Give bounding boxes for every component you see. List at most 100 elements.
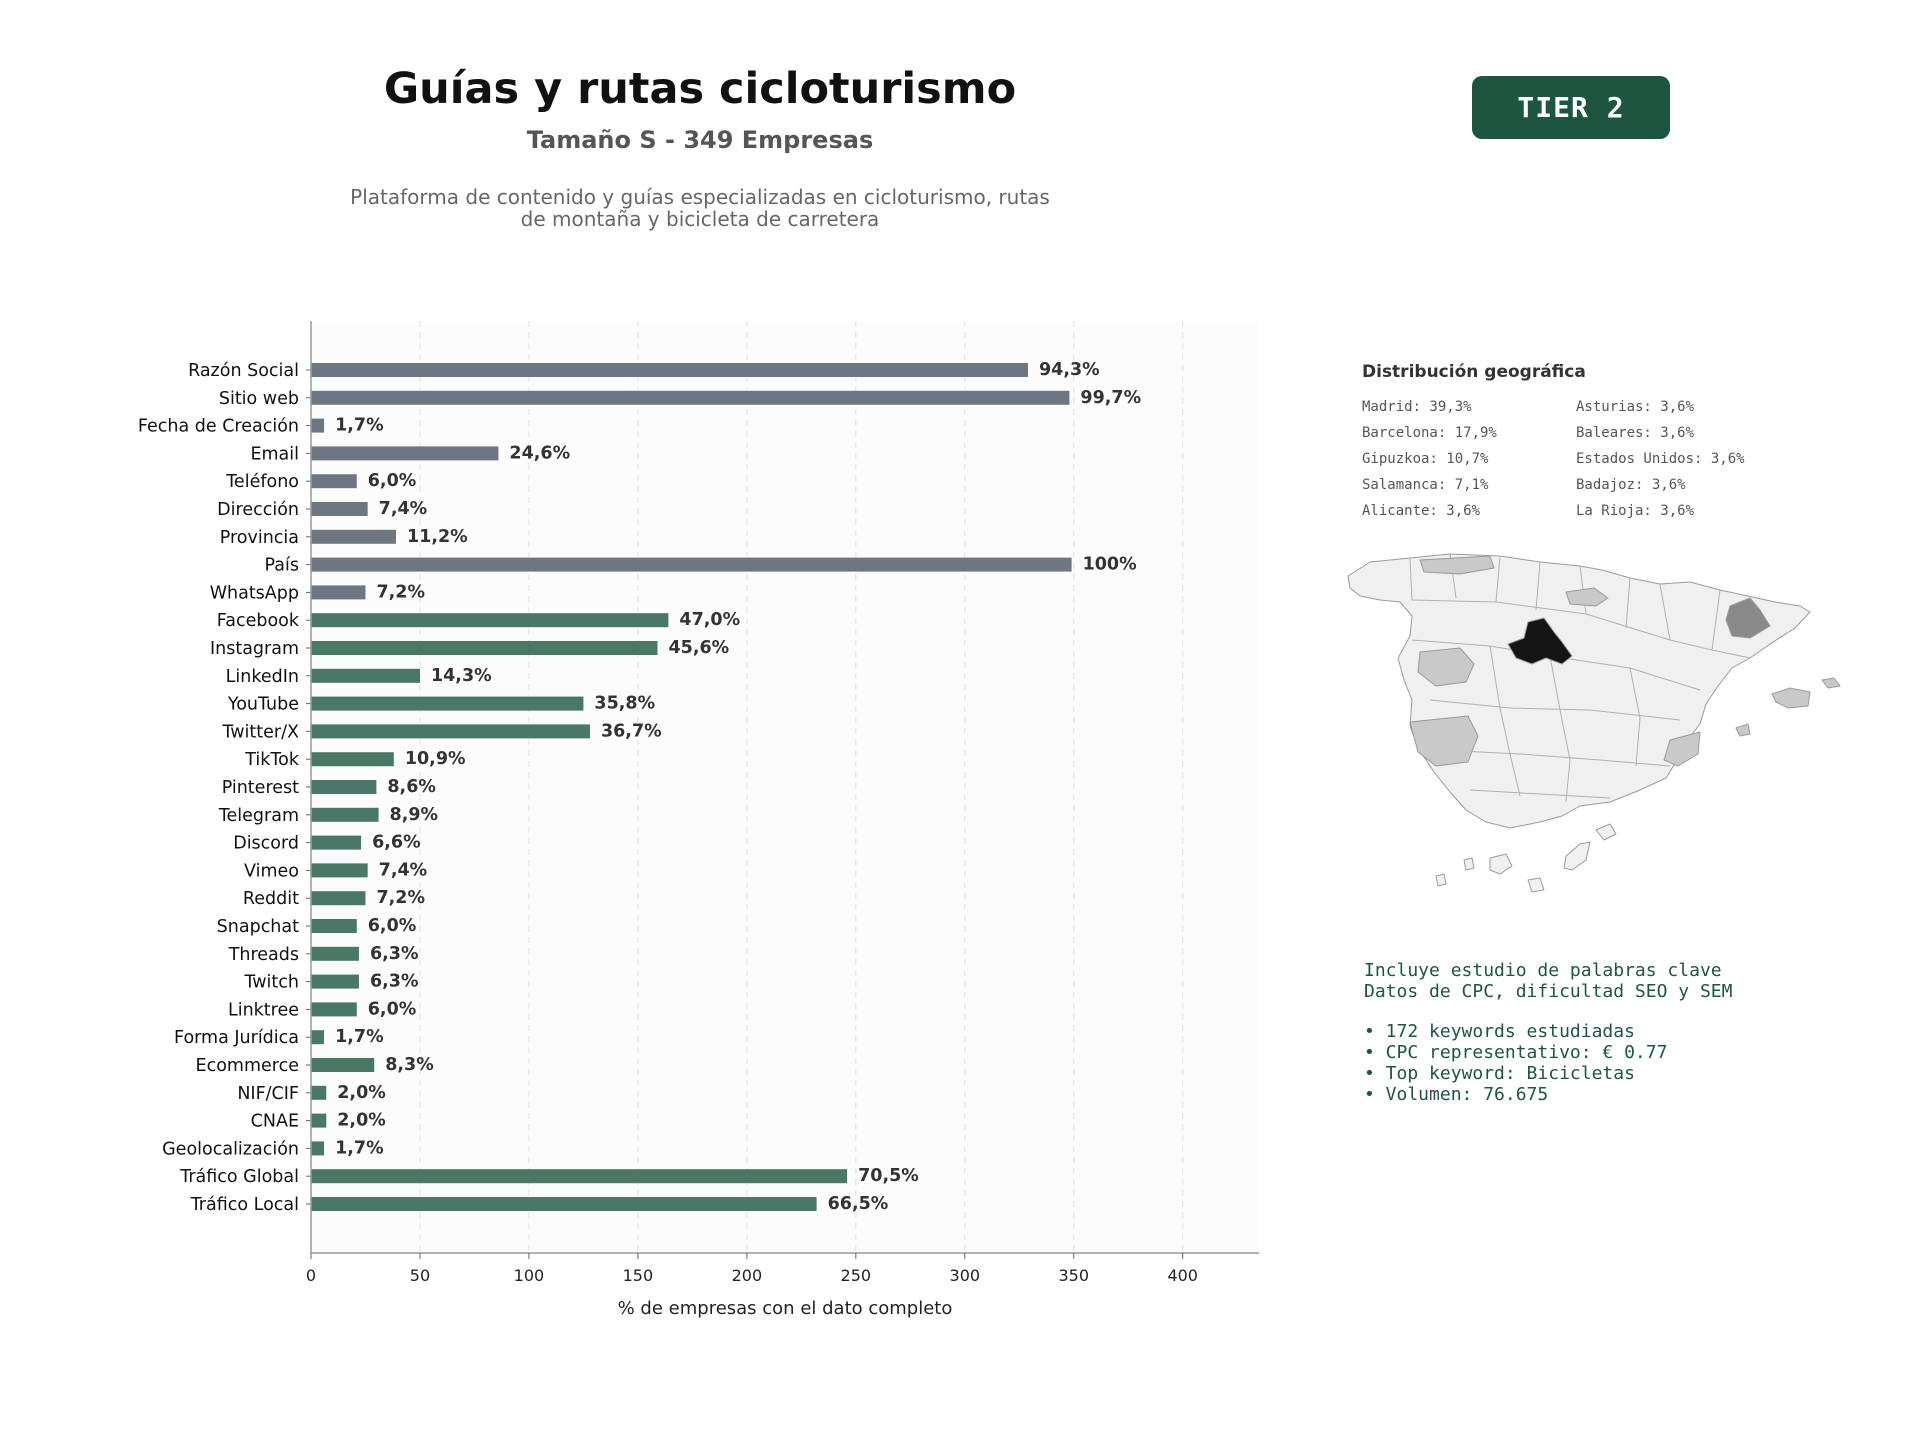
value-label: 6,3%	[370, 972, 419, 992]
bar	[311, 613, 669, 628]
geo-item: Madrid: 39,3%	[1362, 399, 1472, 415]
value-label: 7,2%	[376, 582, 425, 602]
bar	[311, 1058, 375, 1072]
value-label: 11,2%	[407, 527, 468, 547]
category-label: Snapchat	[217, 917, 299, 937]
region-badajoz	[1409, 715, 1479, 767]
bar	[311, 474, 357, 489]
value-label: 6,0%	[368, 999, 417, 1019]
completeness-bar-chart: Razón Social Sitio web Fecha de Creación Em…	[138, 321, 1259, 1319]
bar	[311, 363, 1028, 377]
bar	[311, 418, 325, 433]
keyword-bullet: • Top keyword: Bicicletas	[1364, 1063, 1635, 1084]
bar	[311, 446, 499, 461]
value-label: 7,4%	[379, 499, 428, 519]
x-tick-label: 0	[306, 1266, 316, 1285]
value-label: 24,6%	[509, 443, 570, 463]
x-tick-label: 200	[732, 1266, 763, 1285]
keyword-study-panel: Incluye estudio de palabras clave Datos …	[1364, 960, 1884, 1105]
category-label: Fecha de Creación	[138, 417, 299, 437]
category-label: LinkedIn	[226, 667, 299, 687]
region-la-rioja	[1565, 587, 1609, 607]
value-label: 47,0%	[679, 610, 740, 630]
geo-item: Barcelona: 17,9%	[1362, 425, 1497, 441]
bar	[311, 1197, 817, 1211]
value-label: 45,6%	[669, 638, 730, 658]
x-tick-label: 350	[1058, 1266, 1089, 1285]
category-label: Tráfico Global	[179, 1167, 299, 1187]
bar	[311, 1002, 357, 1017]
value-label: 10,9%	[405, 749, 466, 769]
bar	[311, 1169, 848, 1184]
region-alicante	[1663, 731, 1701, 767]
value-label: 35,8%	[594, 694, 655, 714]
geo-item: Alicante: 3,6%	[1362, 503, 1481, 519]
category-label: Facebook	[217, 611, 300, 631]
value-label: 6,0%	[368, 916, 417, 936]
x-tick-label: 300	[950, 1266, 981, 1285]
category-label: Instagram	[210, 639, 299, 659]
gridlines	[419, 321, 1184, 1253]
bar	[311, 390, 1070, 405]
bar	[311, 919, 357, 933]
tier-badge: TIER 2	[1472, 76, 1670, 139]
geo-distribution-list: Madrid: 39,3% Asturias: 3,6% Barcelona: …	[1362, 398, 1802, 520]
category-label: Provincia	[220, 528, 299, 548]
value-label: 1,7%	[335, 416, 384, 436]
x-tick-label: 100	[514, 1266, 545, 1285]
category-label: Linktree	[228, 1000, 299, 1020]
value-label: 14,3%	[431, 666, 492, 686]
page-subtitle: Tamaño S - 349 Empresas	[526, 126, 874, 154]
bar	[311, 752, 394, 767]
value-label: 36,7%	[601, 721, 662, 741]
value-label: 2,0%	[337, 1083, 386, 1103]
keyword-bullet: • CPC representativo: € 0.77	[1364, 1042, 1668, 1063]
category-label: WhatsApp	[210, 583, 299, 603]
region-salamanca	[1417, 647, 1475, 687]
value-label: 7,2%	[376, 888, 425, 908]
category-label: Dirección	[217, 500, 299, 520]
geo-item: La Rioja: 3,6%	[1576, 503, 1695, 519]
x-tick-label: 50	[410, 1266, 430, 1285]
bar	[311, 891, 366, 906]
geo-item: Salamanca: 7,1%	[1362, 477, 1489, 493]
category-label: Twitter/X	[221, 722, 299, 742]
page-title: Guías y rutas cicloturismo	[383, 64, 1017, 114]
bar	[311, 1113, 327, 1128]
keyword-line-1: Incluye estudio de palabras clave	[1364, 960, 1722, 981]
keyword-bullet: • 172 keywords estudiadas	[1364, 1021, 1635, 1042]
x-tick-label: 150	[623, 1266, 654, 1285]
category-label: Tráfico Local	[190, 1195, 299, 1215]
bar	[311, 946, 359, 961]
bar	[311, 557, 1072, 572]
value-label: 8,6%	[387, 777, 436, 797]
value-label: 2,0%	[337, 1111, 386, 1131]
category-label: YouTube	[227, 695, 299, 715]
category-label: Ecommerce	[196, 1056, 299, 1076]
province-borders	[1409, 553, 1751, 803]
plot-area	[311, 321, 1259, 1253]
bar	[311, 863, 368, 878]
category-labels: Razón Social Sitio web Fecha de Creación Em…	[138, 361, 311, 1215]
bar	[311, 696, 584, 711]
region-asturias	[1419, 555, 1495, 575]
category-label: Telegram	[218, 806, 299, 826]
value-label: 100%	[1083, 555, 1137, 575]
category-label: CNAE	[251, 1112, 299, 1132]
keyword-bullet: • Volumen: 76.675	[1364, 1084, 1549, 1105]
canary-islands	[1435, 823, 1617, 893]
geo-item: Asturias: 3,6%	[1576, 399, 1695, 415]
region-baleares	[1771, 687, 1811, 709]
x-tick-label: 400	[1167, 1266, 1198, 1285]
category-label: Vimeo	[244, 861, 299, 881]
bar	[311, 1085, 327, 1100]
value-label: 94,3%	[1039, 360, 1100, 380]
category-label: NIF/CIF	[237, 1084, 299, 1104]
category-label: Email	[250, 444, 299, 464]
region-baleares-menorca	[1821, 677, 1841, 689]
value-label: 8,9%	[390, 805, 439, 825]
category-label: Forma Jurídica	[174, 1028, 299, 1048]
page-description: Plataforma de contenido y guías especial…	[330, 186, 1070, 230]
description-line-2: de montaña y bicicleta de carretera	[520, 207, 880, 231]
value-labels: 94,3% 99,7% 1,7% 24,6% 6,0% 7,4% 11,2% 100% 7,2%…	[335, 360, 1141, 1214]
